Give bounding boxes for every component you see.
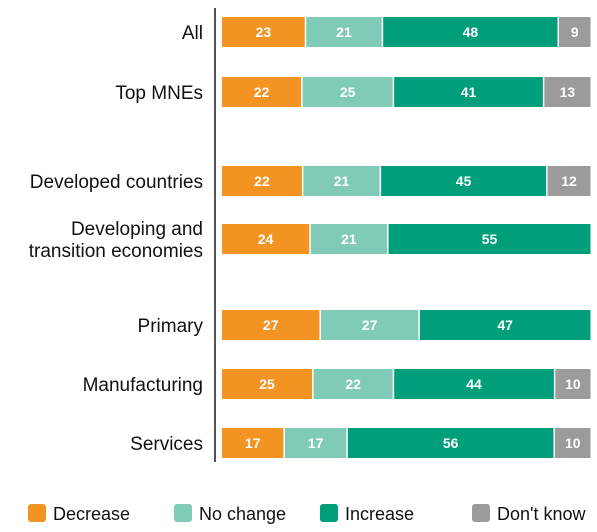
data-label: 22 xyxy=(254,173,270,189)
bar-segment xyxy=(310,224,387,254)
bar-segment xyxy=(302,77,393,107)
category-labels: All Top MNEs Developed countries Developing… xyxy=(29,23,204,455)
data-label: 23 xyxy=(256,24,272,40)
legend-swatch xyxy=(174,504,192,522)
bar-segment xyxy=(222,224,310,254)
bar-segment xyxy=(303,166,380,196)
data-label: 22 xyxy=(254,84,270,100)
legend: Decrease No change Increase Don't know xyxy=(28,504,586,524)
data-label: 55 xyxy=(482,231,498,247)
data-label: 9 xyxy=(571,24,579,40)
bar-segment xyxy=(222,17,305,47)
data-label: 22 xyxy=(345,376,361,392)
data-label: 21 xyxy=(341,231,357,247)
data-label: 24 xyxy=(258,231,274,247)
legend-swatch xyxy=(320,504,338,522)
bar-segment xyxy=(383,17,558,47)
bar-segment xyxy=(222,166,302,196)
data-label: 25 xyxy=(340,84,356,100)
category-label: Developed countries xyxy=(30,172,203,193)
category-label: All xyxy=(182,23,203,44)
legend-label: Increase xyxy=(345,504,414,524)
bar-segment xyxy=(222,428,284,458)
bar-segment xyxy=(306,17,382,47)
data-label: 56 xyxy=(443,435,459,451)
bar-segment xyxy=(555,369,591,399)
category-label: Developing and xyxy=(71,219,203,240)
bar-segment xyxy=(222,369,313,399)
data-label: 41 xyxy=(461,84,477,100)
category-label: transition economies xyxy=(29,241,203,262)
bar-segment xyxy=(347,428,554,458)
legend-label: Decrease xyxy=(53,504,130,524)
bar-segment xyxy=(559,17,591,47)
data-label: 17 xyxy=(308,435,324,451)
data-label: 25 xyxy=(259,376,275,392)
data-label: 10 xyxy=(565,376,581,392)
bar-segment xyxy=(320,310,419,340)
bars: 23 21 48 9 22 25 41 13 22 21 45 12 24 21 55 27 27 47 25 22 4… xyxy=(222,17,591,458)
data-label: 47 xyxy=(497,317,513,333)
data-label: 17 xyxy=(245,435,261,451)
legend-label: Don't know xyxy=(497,504,586,524)
bar-segment xyxy=(394,369,554,399)
category-label: Services xyxy=(130,434,203,455)
data-label: 21 xyxy=(336,24,352,40)
data-label: 48 xyxy=(463,24,479,40)
data-label: 12 xyxy=(561,173,577,189)
data-label: 13 xyxy=(560,84,576,100)
data-label: 21 xyxy=(334,173,350,189)
data-label: 45 xyxy=(456,173,472,189)
bar-segment xyxy=(381,166,547,196)
data-label: 44 xyxy=(466,376,482,392)
legend-swatch xyxy=(472,504,490,522)
bar-segment xyxy=(555,428,591,458)
data-label: 27 xyxy=(263,317,279,333)
category-label: Top MNEs xyxy=(115,83,203,104)
bar-segment xyxy=(284,428,347,458)
bar-segment xyxy=(222,310,320,340)
legend-swatch xyxy=(28,504,46,522)
bar-segment xyxy=(313,369,393,399)
data-label: 10 xyxy=(565,435,581,451)
category-label: Manufacturing xyxy=(83,375,203,396)
legend-label: No change xyxy=(199,504,286,524)
bar-segment xyxy=(394,77,543,107)
bar-segment xyxy=(222,77,302,107)
bar-segment xyxy=(388,224,591,254)
bar-segment xyxy=(419,310,591,340)
bar-segment xyxy=(544,77,591,107)
data-label: 27 xyxy=(362,317,378,333)
category-label: Primary xyxy=(138,316,204,337)
bar-segment xyxy=(547,166,591,196)
